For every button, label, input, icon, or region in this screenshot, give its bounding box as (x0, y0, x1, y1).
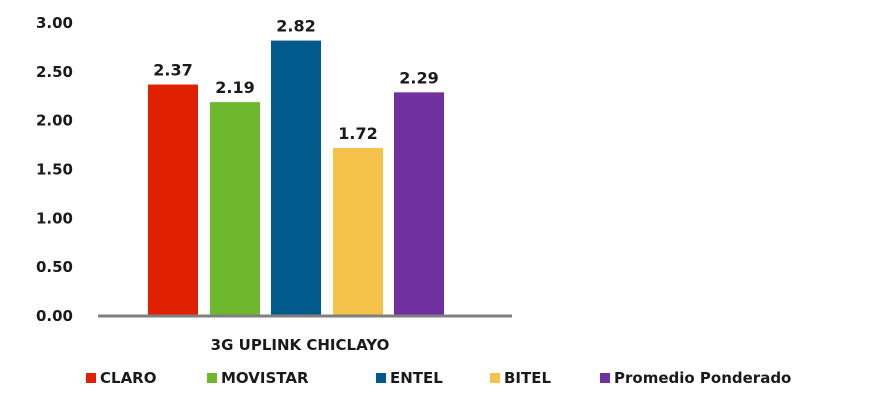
data-label: 2.19 (215, 78, 254, 97)
y-tick-label: 1.50 (36, 161, 73, 179)
legend: CLARO MOVISTAR ENTEL BITEL Promedio Ponderad… (86, 369, 791, 387)
y-tick-label: 2.00 (36, 112, 73, 130)
y-tick-label: 2.50 (36, 63, 73, 81)
bar-movistar (210, 102, 260, 316)
legend-swatch-claro (86, 373, 96, 383)
legend-swatch-bitel (490, 373, 500, 383)
bar-bitel (333, 148, 383, 316)
legend-label-claro: CLARO (100, 369, 156, 387)
bar-promedio-ponderado (394, 92, 444, 316)
legend-label-entel: ENTEL (390, 369, 443, 387)
y-tick-label: 1.00 (36, 209, 73, 227)
legend-label-bitel: BITEL (504, 369, 551, 387)
data-label: 2.37 (153, 61, 192, 80)
data-label: 2.82 (276, 17, 315, 36)
y-tick-label: 0.00 (36, 307, 73, 325)
legend-label-promedio-ponderado: Promedio Ponderado (614, 369, 791, 387)
bar-claro (148, 85, 198, 316)
category-label: 3G UPLINK CHICLAYO (211, 336, 390, 354)
legend-swatch-movistar (207, 373, 217, 383)
y-tick-label: 3.00 (36, 14, 73, 32)
y-axis-ticks: 0.00 0.50 1.00 1.50 2.00 2.50 3.00 (36, 14, 73, 325)
legend-label-movistar: MOVISTAR (221, 369, 309, 387)
data-label: 2.29 (399, 68, 438, 87)
legend-swatch-promedio-ponderado (600, 373, 610, 383)
data-label: 1.72 (338, 124, 377, 143)
y-tick-label: 0.50 (36, 258, 73, 276)
legend-swatch-entel (376, 373, 386, 383)
bar-entel (271, 41, 321, 316)
